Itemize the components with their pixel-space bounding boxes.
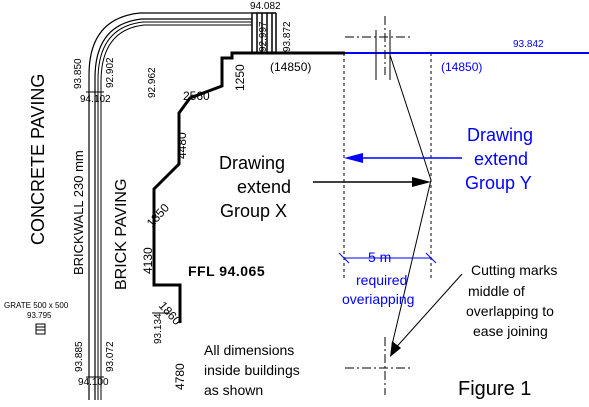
level-93072: 93.072 [105, 341, 116, 372]
cutting-line1: Cutting marks [471, 262, 557, 278]
cutting-mark-top [345, 16, 411, 80]
cutting-line2: middle of [468, 283, 525, 299]
cutting-line4: ease joining [473, 323, 548, 339]
level-94082: 94.082 [250, 1, 281, 12]
level-93872: 93.872 [282, 21, 293, 52]
brick-paving-label: BRICK PAVING [113, 179, 130, 290]
cut-link-arrow [391, 273, 463, 353]
dim-4480: 4480 [175, 132, 189, 159]
level-92962: 92.962 [147, 67, 158, 98]
overlap-line1: 5 m [368, 249, 391, 265]
grate-label: GRATE 500 x 500 [4, 301, 69, 310]
level-93134: 93.134 [153, 313, 164, 344]
level-94102: 94.102 [80, 94, 111, 105]
brickwall-line-b [100, 24, 252, 400]
dim-4780: 4780 [173, 363, 187, 390]
steps [251, 12, 277, 53]
brickwall-line-inner [94, 18, 252, 400]
brickwall-label: BRICKWALL 230 mm [71, 150, 86, 275]
level-93842: 93.842 [513, 39, 544, 50]
dim-14850-a: (14850) [270, 60, 311, 74]
level-93885: 93.885 [74, 341, 85, 372]
cut-link-top [389, 54, 432, 181]
concrete-paving-label: CONCRETE PAVING [28, 74, 48, 245]
group-y-line3: Group Y [465, 173, 532, 193]
level-93850: 93.850 [73, 58, 84, 89]
level-92902: 92.902 [105, 57, 116, 88]
overlap-line2: required [356, 272, 407, 288]
all-dims-line1: All dimensions [204, 342, 294, 358]
brickwall-line-outer [88, 12, 252, 400]
overlap-line3: overiapping [342, 291, 414, 307]
group-y-line2: extend [474, 149, 528, 169]
all-dims-line2: inside buildings [204, 362, 300, 378]
level-markers [86, 91, 170, 378]
group-x-arrowhead [412, 177, 431, 187]
group-x-line1: Drawing [219, 153, 285, 173]
cut-link-arrowhead [390, 341, 401, 357]
figure-caption: Figure 1 [458, 378, 531, 400]
all-dims-line3: as shown [204, 382, 263, 398]
brickwall-line-a [97, 21, 252, 400]
level-94100: 94.100 [78, 377, 109, 388]
group-x-line3: Group X [220, 201, 287, 221]
building-outline [152, 51, 345, 323]
cutting-line3: overlapping to [466, 303, 554, 319]
ffl-label: FFL 94.065 [188, 263, 265, 279]
grate-level: 93.795 [27, 311, 52, 320]
group-x-line2: extend [237, 177, 291, 197]
group-y-line1: Drawing [467, 125, 533, 145]
dim-2560: 2560 [183, 89, 210, 103]
dim-1250: 1250 [233, 64, 247, 91]
overlap-dim-ticks [338, 252, 437, 264]
grate-symbol [35, 323, 46, 335]
dim-1850: 1850 [144, 201, 172, 230]
level-92997: 92.997 [258, 21, 269, 52]
cutting-mark-bottom [345, 337, 411, 395]
dim-14850-b: (14850) [441, 60, 482, 74]
dim-4130: 4130 [141, 247, 155, 274]
cut-link-mid [391, 179, 432, 346]
group-y-arrowhead [344, 153, 363, 163]
